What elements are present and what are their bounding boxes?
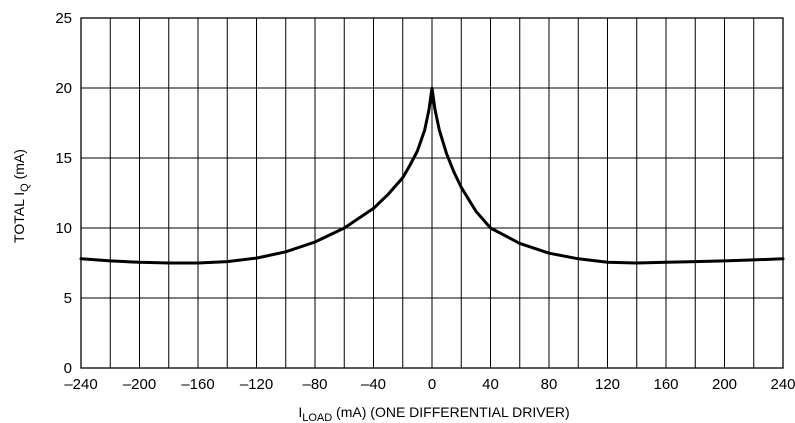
y-axis-label-sub: Q: [19, 183, 31, 192]
x-axis-label-rest: (mA) (ONE DIFFERENTIAL DRIVER): [332, 404, 570, 420]
x-tick-label: 240: [770, 376, 795, 393]
y-axis-label: TOTAL IQ (mA): [11, 149, 31, 243]
x-tick-label: –120: [240, 376, 273, 393]
x-tick-label: 0: [428, 376, 436, 393]
y-tick-label: 5: [64, 290, 72, 307]
x-tick-label: –80: [302, 376, 327, 393]
x-tick-label: 160: [653, 376, 678, 393]
plot-frame: [80, 17, 784, 369]
x-axis-label: ILOAD (mA) (ONE DIFFERENTIAL DRIVER): [298, 404, 569, 423]
x-tick-label: 40: [482, 376, 499, 393]
y-axis-label-main: TOTAL I: [11, 192, 27, 243]
x-tick-label: –240: [64, 376, 97, 393]
x-axis-label-main: I: [298, 404, 302, 420]
x-tick-label: 120: [595, 376, 620, 393]
x-tick-label: 80: [541, 376, 558, 393]
y-tick-label: 15: [55, 150, 72, 167]
x-axis-label-sub: LOAD: [302, 412, 332, 423]
y-tick-label: 0: [64, 360, 72, 377]
y-tick-label: 20: [55, 80, 72, 97]
y-tick-label: 25: [55, 10, 72, 27]
x-tick-label: –160: [181, 376, 214, 393]
series-line: [79, 86, 785, 265]
y-axis-ticks: 0 5 10 15 20 25: [55, 10, 72, 377]
y-axis-label-rest: (mA): [11, 149, 27, 183]
x-axis-ticks: –240 –200 –160 –120 –80 –40 0 40 80 120 160 200 240: [64, 376, 795, 393]
y-tick-label: 10: [55, 220, 72, 237]
x-tick-label: 200: [712, 376, 737, 393]
x-tick-label: –40: [361, 376, 386, 393]
x-tick-label: –200: [123, 376, 156, 393]
grid: [81, 18, 783, 368]
